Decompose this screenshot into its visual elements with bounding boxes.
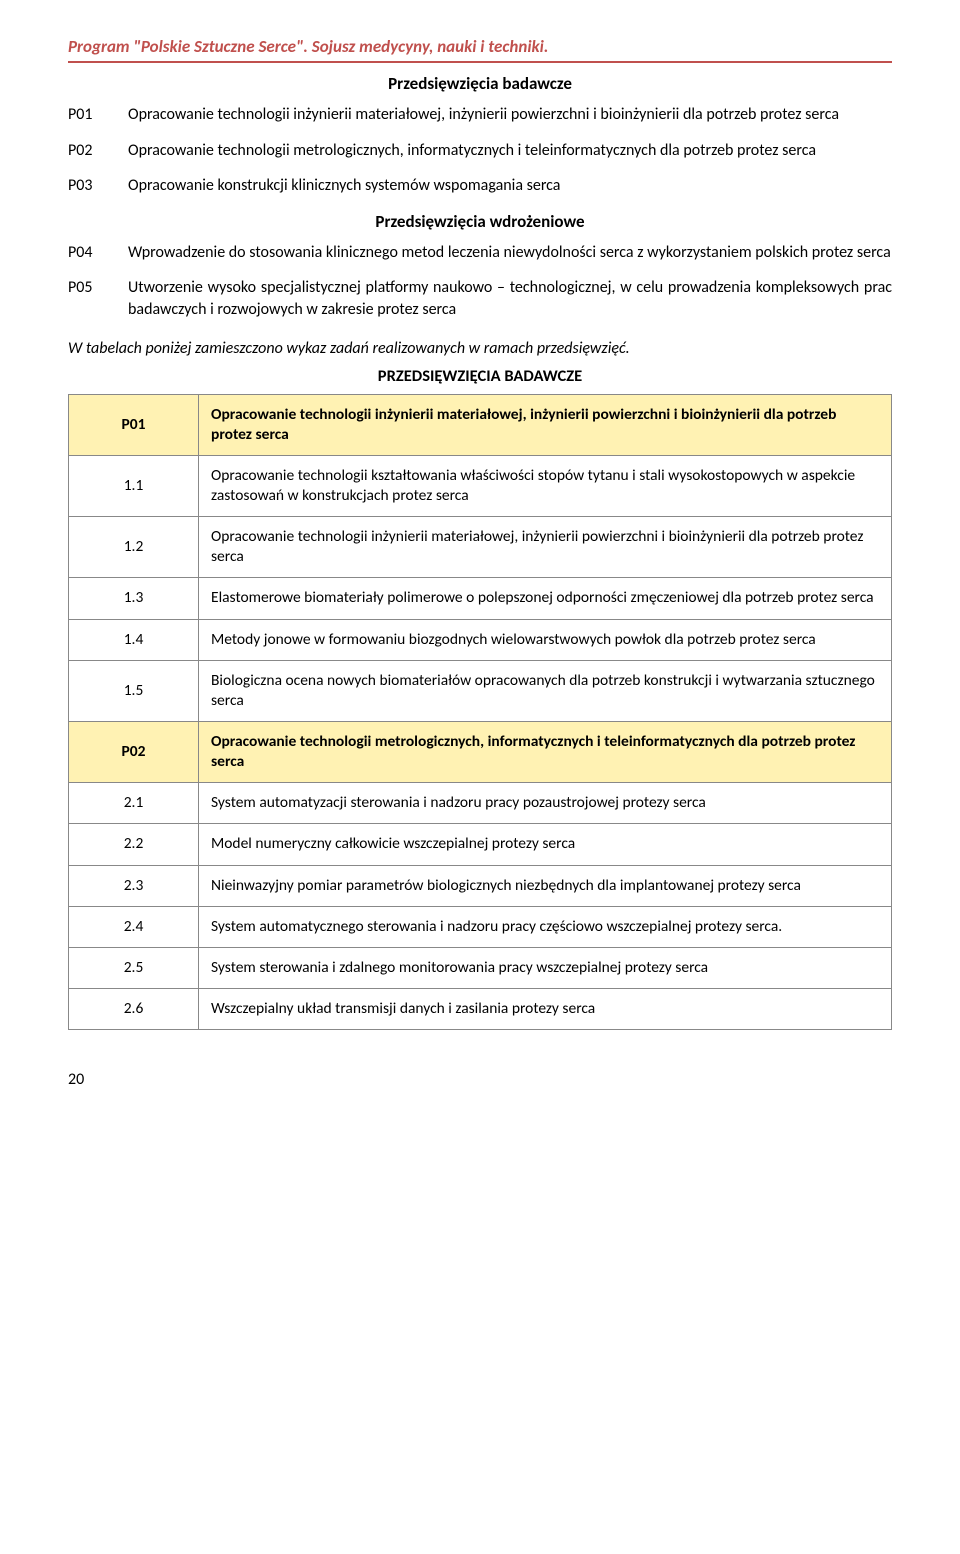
- table-code-cell: 1.4: [69, 619, 199, 660]
- item-text: Opracowanie technologii inżynierii mater…: [128, 104, 892, 126]
- table-row: 1.3Elastomerowe biomateriały polimerowe …: [69, 578, 892, 619]
- table-text-cell: Opracowanie technologii inżynierii mater…: [199, 394, 892, 455]
- table-code-cell: 1.3: [69, 578, 199, 619]
- table-row: 2.4System automatycznego sterowania i na…: [69, 906, 892, 947]
- table-row: 2.6Wszczepialny układ transmisji danych …: [69, 988, 892, 1029]
- research-item: P02 Opracowanie technologii metrologiczn…: [68, 140, 892, 162]
- table-text-cell: System automatyzacji sterowania i nadzor…: [199, 783, 892, 824]
- item-text: Utworzenie wysoko specjalistycznej platf…: [128, 277, 892, 320]
- implementation-item: P05 Utworzenie wysoko specjalistycznej p…: [68, 277, 892, 320]
- table-text-cell: System automatycznego sterowania i nadzo…: [199, 906, 892, 947]
- table-row: 2.3Nieinwazyjny pomiar parametrów biolog…: [69, 865, 892, 906]
- table-text-cell: Wszczepialny układ transmisji danych i z…: [199, 988, 892, 1029]
- table-text-cell: Model numeryczny całkowicie wszczepialne…: [199, 824, 892, 865]
- research-heading: Przedsięwzięcia badawcze: [68, 73, 892, 94]
- item-code: P03: [68, 175, 128, 197]
- table-text-cell: Opracowanie technologii kształtowania wł…: [199, 455, 892, 516]
- table-code-cell: 2.2: [69, 824, 199, 865]
- document-page: Program "Polskie Sztuczne Serce". Sojusz…: [0, 0, 960, 1119]
- table-code-cell: 2.1: [69, 783, 199, 824]
- tasks-table: P01Opracowanie technologii inżynierii ma…: [68, 394, 892, 1031]
- table-code-cell: 2.5: [69, 947, 199, 988]
- implementation-item: P04 Wprowadzenie do stosowania kliniczne…: [68, 242, 892, 264]
- table-code-cell: 2.3: [69, 865, 199, 906]
- header-rule: [68, 61, 892, 63]
- item-text: Opracowanie technologii metrologicznych,…: [128, 140, 892, 162]
- implementation-heading: Przedsięwzięcia wdrożeniowe: [68, 211, 892, 232]
- table-code-cell: P02: [69, 721, 199, 782]
- table-row: 1.1Opracowanie technologii kształtowania…: [69, 455, 892, 516]
- table-code-cell: P01: [69, 394, 199, 455]
- table-group-row: P01Opracowanie technologii inżynierii ma…: [69, 394, 892, 455]
- table-code-cell: 1.1: [69, 455, 199, 516]
- table-text-cell: Biologiczna ocena nowych biomateriałów o…: [199, 660, 892, 721]
- page-header-title: Program "Polskie Sztuczne Serce". Sojusz…: [68, 36, 892, 57]
- item-code: P04: [68, 242, 128, 264]
- table-text-cell: Opracowanie technologii metrologicznych,…: [199, 721, 892, 782]
- table-text-cell: System sterowania i zdalnego monitorowan…: [199, 947, 892, 988]
- table-text-cell: Elastomerowe biomateriały polimerowe o p…: [199, 578, 892, 619]
- table-row: 2.2Model numeryczny całkowicie wszczepia…: [69, 824, 892, 865]
- table-intro: W tabelach poniżej zamieszczono wykaz za…: [68, 339, 892, 358]
- table-text-cell: Opracowanie technologii inżynierii mater…: [199, 517, 892, 578]
- table-heading: PRZEDSIĘWZIĘCIA BADAWCZE: [68, 366, 892, 386]
- item-text: Wprowadzenie do stosowania klinicznego m…: [128, 242, 892, 264]
- table-code-cell: 2.6: [69, 988, 199, 1029]
- item-code: P05: [68, 277, 128, 320]
- table-code-cell: 1.2: [69, 517, 199, 578]
- page-number: 20: [68, 1070, 892, 1089]
- table-row: 1.4Metody jonowe w formowaniu biozgodnyc…: [69, 619, 892, 660]
- table-group-row: P02Opracowanie technologii metrologiczny…: [69, 721, 892, 782]
- table-text-cell: Metody jonowe w formowaniu biozgodnych w…: [199, 619, 892, 660]
- table-row: 1.5Biologiczna ocena nowych biomateriałó…: [69, 660, 892, 721]
- item-text: Opracowanie konstrukcji klinicznych syst…: [128, 175, 892, 197]
- table-row: 2.1System automatyzacji sterowania i nad…: [69, 783, 892, 824]
- item-code: P02: [68, 140, 128, 162]
- research-item: P01 Opracowanie technologii inżynierii m…: [68, 104, 892, 126]
- table-code-cell: 2.4: [69, 906, 199, 947]
- item-code: P01: [68, 104, 128, 126]
- table-row: 2.5System sterowania i zdalnego monitoro…: [69, 947, 892, 988]
- table-code-cell: 1.5: [69, 660, 199, 721]
- table-text-cell: Nieinwazyjny pomiar parametrów biologicz…: [199, 865, 892, 906]
- table-row: 1.2Opracowanie technologii inżynierii ma…: [69, 517, 892, 578]
- research-item: P03 Opracowanie konstrukcji klinicznych …: [68, 175, 892, 197]
